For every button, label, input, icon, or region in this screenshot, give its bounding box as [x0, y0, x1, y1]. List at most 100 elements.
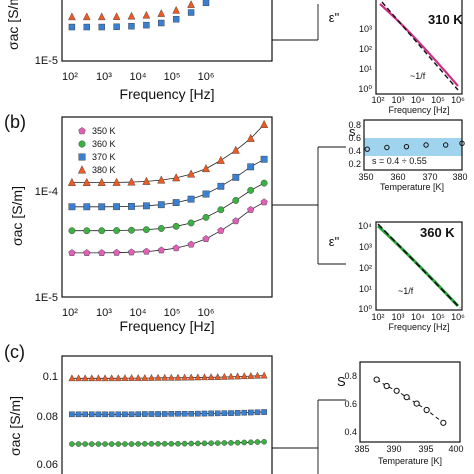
panel-b-eps-xtick: 10⁴ [411, 312, 425, 322]
data-point [98, 249, 106, 256]
panel-b-eps-xtick: 10⁵ [431, 312, 445, 322]
data-point [69, 411, 75, 418]
panel-a-inset-xtick: 10² [371, 95, 384, 105]
data-point [127, 248, 136, 256]
panel-c-s-marks [373, 376, 447, 426]
panel-a-inset-xtick: 10⁶ [451, 95, 465, 105]
legend-label: 370 K [92, 152, 116, 162]
data-point [102, 411, 108, 418]
data-point [221, 410, 228, 417]
data-point [383, 382, 390, 390]
legend-marker [78, 127, 86, 135]
data-point [75, 374, 82, 382]
panel-c-s-xtick: 390 [386, 444, 401, 454]
data-point [228, 410, 234, 416]
data-point [187, 9, 195, 16]
data-point [115, 441, 122, 447]
data-point [113, 248, 121, 256]
data-point [95, 374, 102, 382]
legend-label: 380 K [92, 165, 116, 175]
data-point [234, 410, 241, 416]
data-point [101, 374, 109, 382]
data-point [121, 374, 129, 381]
panel-b-eps-xtick: 10² [371, 312, 384, 322]
panel-a-inset-temp-label: 310 K [428, 12, 463, 27]
panel-b-marks [67, 119, 269, 256]
panel-b-s-xtick: 350 [358, 172, 373, 182]
data-point [260, 371, 268, 379]
data-point [88, 411, 95, 418]
panel-b-s-annotation: s = 0.4 ÷ 0.55 [372, 156, 427, 166]
panel-b-eps-ytick: 10³ [359, 242, 372, 252]
panel-b-xtick: 10⁴ [130, 307, 147, 319]
data-point [459, 140, 465, 147]
panel-c-ylabel: σac [S/m] [7, 396, 23, 456]
data-point [188, 410, 195, 417]
data-point [241, 409, 248, 416]
data-point [161, 411, 168, 417]
data-point [247, 371, 255, 379]
panel-c-ytick: 0.08 [37, 411, 58, 423]
panel-c-label: (c) [4, 342, 25, 362]
data-point [155, 411, 161, 417]
data-point [195, 410, 201, 417]
data-point [148, 411, 155, 417]
data-point [202, 235, 210, 242]
legend-marker [78, 153, 86, 161]
data-point [68, 227, 76, 235]
data-point [234, 372, 242, 380]
data-point [128, 202, 135, 210]
data-point [142, 247, 150, 255]
data-point [247, 186, 255, 194]
panel-a-xtick: 10² [62, 71, 78, 83]
data-point [207, 373, 215, 381]
data-point [113, 23, 120, 30]
panel-b-xticks: 10² 10³ 10⁴ 10⁵ 10⁶ [62, 307, 214, 319]
data-point [98, 23, 105, 31]
panel-b-xtick: 10⁵ [164, 307, 181, 319]
data-point [114, 374, 122, 382]
panel-b-xtick: 10² [62, 307, 78, 319]
data-point [108, 441, 115, 447]
panel-b-eps-xtick: 10⁶ [451, 312, 465, 322]
data-point [187, 373, 195, 381]
panel-b-legend: 350 K 360 K 370 K 380 K [77, 126, 116, 175]
data-point [168, 411, 175, 417]
panel-b-eps-fit-line [377, 223, 461, 309]
data-point [83, 23, 90, 31]
data-point [75, 411, 82, 418]
panel-c-ytick: 0.1 [43, 371, 58, 383]
panel-b-s-xtick: 360 [390, 172, 405, 182]
panel-c-ytick: 0.06 [37, 459, 58, 471]
panel-b-s-xtick: 380 [452, 172, 467, 182]
data-point [83, 203, 91, 211]
data-point [248, 439, 254, 446]
panel-c-s-ytick: 0.4 [344, 427, 357, 437]
panel-a-inset-fit-line [381, 1, 459, 91]
data-point [98, 203, 106, 211]
panel-b-s-marks [364, 140, 465, 152]
panel-a-ytick: 1E-5 [35, 55, 58, 67]
data-point [82, 441, 88, 447]
panel-b-s-ytick: 0.4 [348, 146, 361, 156]
panel-b-bracket [317, 146, 346, 265]
panel-a-inset-ytick: 10⁰ [358, 84, 372, 94]
data-point [108, 374, 116, 382]
data-point [364, 146, 370, 152]
panel-c-s-xtick: 385 [354, 444, 369, 454]
panel-b-eps-temp-label: 360 K [420, 225, 455, 240]
data-point [172, 16, 180, 23]
data-point [115, 411, 122, 418]
data-point [88, 374, 96, 382]
data-point [143, 21, 150, 29]
data-point [157, 201, 165, 209]
data-point [128, 411, 135, 418]
legend-marker [77, 165, 87, 174]
data-point [423, 406, 430, 414]
data-point [68, 374, 76, 382]
data-point [423, 142, 429, 148]
panel-b-s-ytick: 0.2 [348, 159, 361, 169]
data-point [112, 177, 121, 186]
data-point [82, 177, 91, 186]
